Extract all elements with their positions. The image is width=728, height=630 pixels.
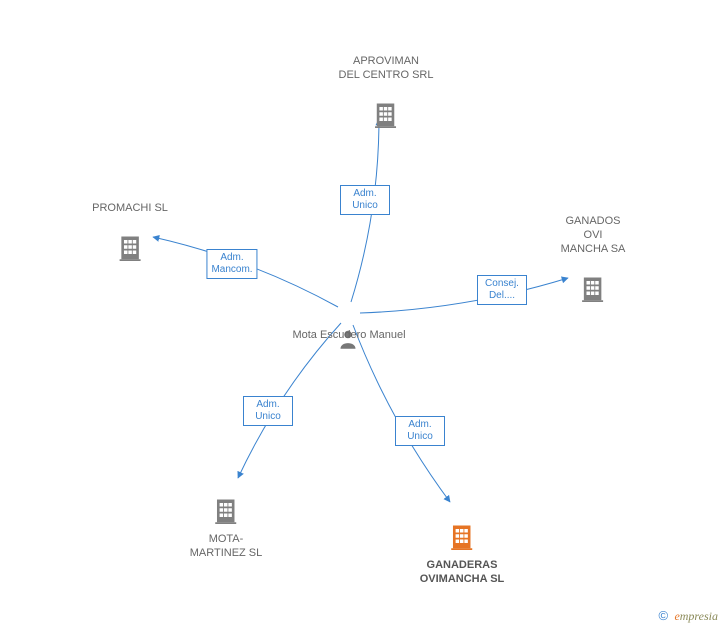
edge-label-promachi: Adm. Mancom.: [206, 249, 257, 279]
building-icon: [372, 86, 400, 114]
edge-ganaderas: [353, 325, 450, 502]
edge-label-mota: Adm. Unico: [243, 396, 293, 426]
edge-ganados: [360, 278, 568, 313]
company-label: APROVIMAN DEL CENTRO SRL: [339, 54, 434, 82]
company-label: GANADERAS OVIMANCHA SL: [420, 558, 505, 586]
copyright-symbol: ©: [659, 608, 669, 623]
company-node-ganaderas[interactable]: GANADERAS OVIMANCHA SL: [420, 508, 505, 586]
company-node-aproviman[interactable]: APROVIMAN DEL CENTRO SRL: [339, 50, 434, 132]
building-icon: [212, 482, 240, 510]
copyright: © empresia: [659, 608, 719, 624]
edge-label-ganaderas: Adm. Unico: [395, 416, 445, 446]
company-node-promachi[interactable]: PROMACHI SL: [92, 197, 168, 265]
company-node-ganados[interactable]: GANADOS OVI MANCHA SA: [561, 210, 626, 306]
company-label: GANADOS OVI MANCHA SA: [561, 214, 626, 256]
company-node-mota[interactable]: MOTA- MARTINEZ SL: [190, 482, 263, 560]
company-label: MOTA- MARTINEZ SL: [190, 532, 263, 560]
edge-label-aproviman: Adm. Unico: [340, 185, 390, 215]
center-person-label: Mota Escudero Manuel: [292, 328, 405, 342]
building-icon: [116, 219, 144, 247]
building-icon: [448, 508, 476, 536]
brand-rest: mpresia: [680, 609, 718, 623]
company-label: PROMACHI SL: [92, 201, 168, 215]
center-person-node[interactable]: [339, 301, 357, 353]
edge-label-ganados: Consej. Del....: [477, 275, 527, 305]
building-icon: [579, 260, 607, 288]
